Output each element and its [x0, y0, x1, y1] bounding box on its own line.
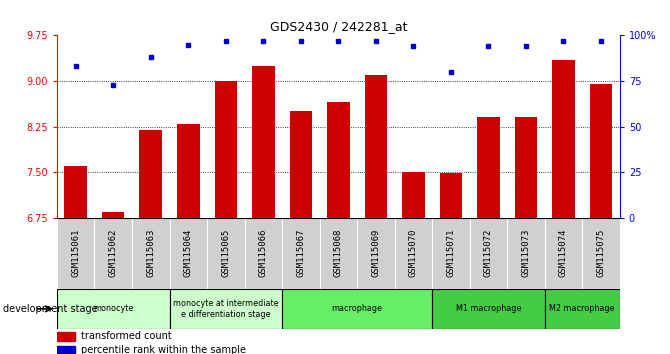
Bar — [477, 118, 500, 218]
Text: development stage: development stage — [3, 304, 98, 314]
Bar — [552, 60, 575, 218]
Bar — [64, 166, 87, 218]
Bar — [402, 172, 425, 218]
Text: GSM115068: GSM115068 — [334, 229, 343, 277]
Text: percentile rank within the sample: percentile rank within the sample — [80, 346, 246, 354]
Text: GSM115061: GSM115061 — [71, 229, 80, 277]
Bar — [177, 124, 200, 218]
FancyBboxPatch shape — [282, 289, 432, 329]
Title: GDS2430 / 242281_at: GDS2430 / 242281_at — [269, 20, 407, 33]
FancyBboxPatch shape — [132, 218, 170, 289]
FancyBboxPatch shape — [395, 218, 432, 289]
FancyBboxPatch shape — [245, 218, 282, 289]
Text: GSM115062: GSM115062 — [109, 229, 118, 277]
Text: GSM115071: GSM115071 — [446, 229, 456, 277]
Text: M1 macrophage: M1 macrophage — [456, 304, 521, 313]
Bar — [57, 346, 75, 354]
Bar — [515, 118, 537, 218]
FancyBboxPatch shape — [320, 218, 357, 289]
Text: GSM115065: GSM115065 — [221, 229, 230, 277]
Text: macrophage: macrophage — [332, 304, 383, 313]
FancyBboxPatch shape — [432, 289, 545, 329]
Bar — [102, 212, 125, 218]
FancyBboxPatch shape — [57, 289, 170, 329]
Text: GSM115069: GSM115069 — [371, 229, 381, 277]
FancyBboxPatch shape — [170, 289, 282, 329]
Bar — [139, 130, 162, 218]
Text: GSM115075: GSM115075 — [596, 229, 606, 277]
Text: M2 macrophage: M2 macrophage — [549, 304, 615, 313]
Text: GSM115063: GSM115063 — [146, 229, 155, 277]
FancyBboxPatch shape — [357, 218, 395, 289]
FancyBboxPatch shape — [94, 218, 132, 289]
FancyBboxPatch shape — [470, 218, 507, 289]
FancyBboxPatch shape — [432, 218, 470, 289]
Bar — [289, 112, 312, 218]
Text: GSM115074: GSM115074 — [559, 229, 568, 277]
FancyBboxPatch shape — [545, 289, 620, 329]
FancyBboxPatch shape — [170, 218, 207, 289]
Bar — [590, 84, 612, 218]
FancyBboxPatch shape — [507, 218, 545, 289]
FancyBboxPatch shape — [207, 218, 245, 289]
Bar — [214, 81, 237, 218]
Text: GSM115072: GSM115072 — [484, 229, 493, 277]
Bar — [364, 75, 387, 218]
FancyBboxPatch shape — [57, 218, 94, 289]
Text: GSM115064: GSM115064 — [184, 229, 193, 277]
FancyBboxPatch shape — [545, 218, 582, 289]
Text: monocyte: monocyte — [93, 304, 133, 313]
FancyBboxPatch shape — [582, 218, 620, 289]
Bar — [252, 66, 275, 218]
Bar — [57, 332, 75, 341]
Bar — [440, 173, 462, 218]
Text: GSM115073: GSM115073 — [521, 229, 531, 277]
Text: GSM115070: GSM115070 — [409, 229, 418, 277]
Text: GSM115066: GSM115066 — [259, 229, 268, 277]
Text: monocyte at intermediate
e differentiation stage: monocyte at intermediate e differentiati… — [173, 299, 279, 319]
Text: transformed count: transformed count — [80, 331, 172, 341]
Bar — [327, 102, 350, 218]
Text: GSM115067: GSM115067 — [296, 229, 306, 277]
FancyBboxPatch shape — [282, 218, 320, 289]
